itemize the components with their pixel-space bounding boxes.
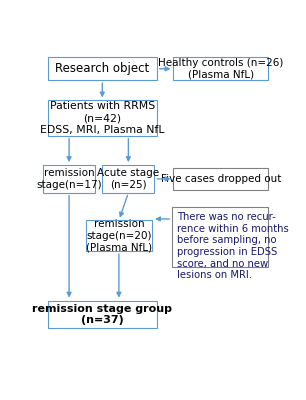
Text: Healthy controls (n=26)
(Plasma NfL): Healthy controls (n=26) (Plasma NfL) [158, 58, 284, 80]
Text: remission
stage(n=20)
(Plasma NfL): remission stage(n=20) (Plasma NfL) [86, 219, 152, 252]
Text: remission stage group
(n=37): remission stage group (n=37) [32, 304, 172, 325]
Text: remission
stage(n=17): remission stage(n=17) [36, 168, 102, 190]
FancyBboxPatch shape [172, 207, 268, 267]
FancyBboxPatch shape [102, 165, 155, 193]
FancyBboxPatch shape [174, 57, 268, 80]
FancyBboxPatch shape [48, 57, 157, 80]
Text: Research object: Research object [55, 62, 149, 75]
FancyBboxPatch shape [48, 300, 157, 328]
Text: There was no recur-
rence within 6 months
before sampling, no
progression in EDS: There was no recur- rence within 6 month… [177, 212, 289, 280]
FancyBboxPatch shape [48, 100, 157, 136]
FancyBboxPatch shape [174, 168, 268, 190]
Text: Acute stage
(n=25): Acute stage (n=25) [97, 168, 159, 190]
Text: Patients with RRMS
(n=42)
EDSS, MRI, Plasma NfL: Patients with RRMS (n=42) EDSS, MRI, Pla… [40, 102, 165, 135]
Text: Five cases dropped out: Five cases dropped out [161, 174, 281, 184]
FancyBboxPatch shape [43, 165, 95, 193]
FancyBboxPatch shape [86, 220, 152, 251]
